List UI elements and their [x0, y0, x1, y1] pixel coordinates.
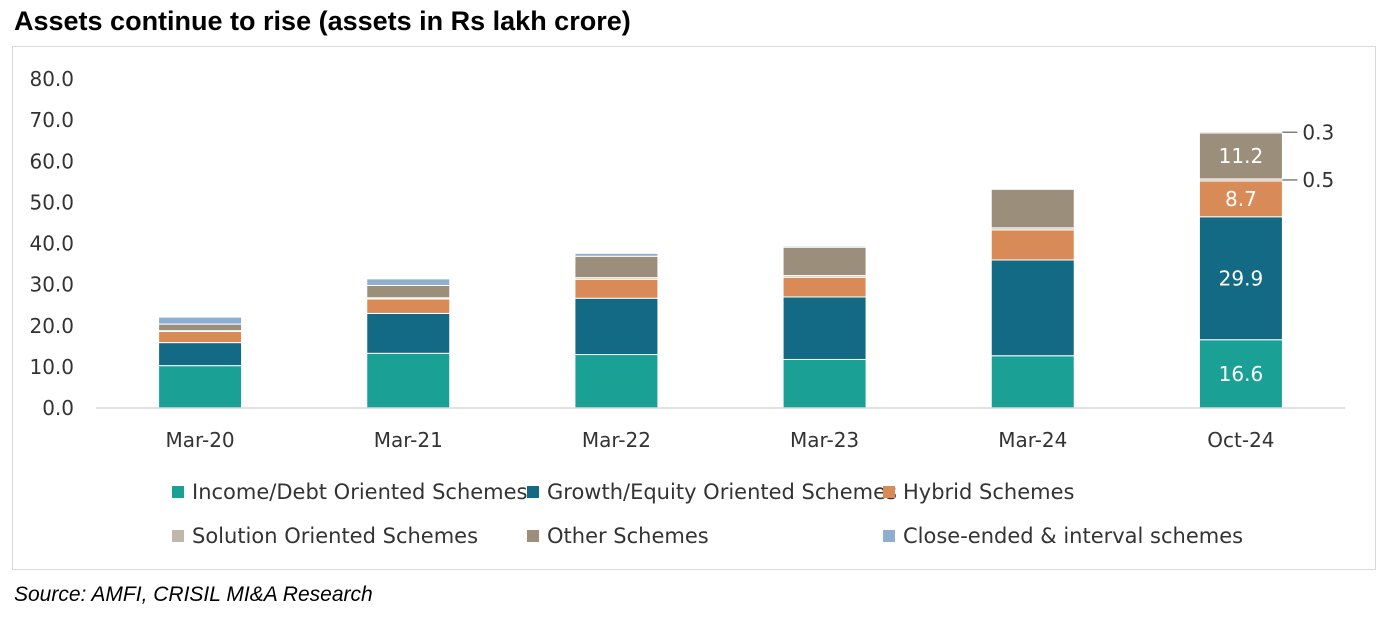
- bar-segment: [574, 354, 659, 409]
- bar-segment: [366, 278, 451, 286]
- legend-item: Income/Debt Oriented Schemes: [172, 480, 528, 504]
- data-label: 29.9: [1219, 266, 1264, 290]
- legend-swatch: [883, 530, 895, 542]
- legend-swatch: [527, 530, 539, 542]
- x-tick-label: Mar-21: [374, 428, 443, 452]
- bar-segment: [782, 276, 867, 298]
- chart-title: Assets continue to rise (assets in Rs la…: [14, 6, 631, 36]
- bar-segment: [1198, 180, 1283, 218]
- chart-frame: [12, 46, 1376, 570]
- legend-item: Close-ended & interval schemes: [883, 524, 1243, 548]
- y-tick-label: 0.0: [42, 396, 74, 420]
- bar-segment: [990, 259, 1075, 357]
- bar-segment: [1198, 132, 1283, 180]
- bar-segment: [1198, 131, 1283, 134]
- y-tick-label: 10.0: [29, 355, 74, 379]
- bar-segment: [366, 284, 451, 299]
- bar-segment: [574, 252, 659, 257]
- data-label: 11.2: [1219, 144, 1264, 168]
- legend-item: Growth/Equity Oriented Schemes: [527, 480, 897, 504]
- bar-segment: [158, 331, 243, 344]
- bar-segment: [366, 312, 451, 354]
- bar-segment: [366, 352, 451, 409]
- x-tick-label: Oct-24: [1207, 428, 1274, 452]
- legend-swatch: [172, 530, 184, 542]
- bar-segment: [158, 342, 243, 367]
- legend-item: Other Schemes: [527, 524, 709, 548]
- legend-item: Hybrid Schemes: [883, 480, 1074, 504]
- legend-label: Hybrid Schemes: [903, 480, 1075, 504]
- y-tick-label: 30.0: [29, 273, 74, 297]
- legend-swatch: [172, 486, 184, 498]
- legend-item: Solution Oriented Schemes: [172, 524, 478, 548]
- bar-segment: [782, 246, 867, 277]
- bar-segment: [574, 278, 659, 299]
- bar-segment: [990, 188, 1075, 229]
- callout-label: 0.3: [1302, 120, 1334, 144]
- bar-segment: [158, 323, 243, 332]
- y-tick-label: 50.0: [29, 190, 74, 214]
- legend-label: Other Schemes: [547, 524, 709, 548]
- bar-segment: [1198, 216, 1283, 341]
- source-note: Source: AMFI, CRISIL MI&A Research: [14, 583, 373, 606]
- y-tick-label: 60.0: [29, 149, 74, 173]
- x-tick-label: Mar-23: [790, 428, 859, 452]
- legend-swatch: [883, 486, 895, 498]
- bar-segment: [366, 298, 451, 314]
- bar-segment: [990, 229, 1075, 261]
- data-label: 8.7: [1225, 187, 1257, 211]
- legend-label: Growth/Equity Oriented Schemes: [547, 480, 897, 504]
- legend-label: Close-ended & interval schemes: [903, 524, 1244, 548]
- bar-segment: [990, 355, 1075, 409]
- bar-segment: [574, 297, 659, 356]
- legend-label: Income/Debt Oriented Schemes: [192, 480, 528, 504]
- bar-segment: [158, 365, 243, 409]
- bar-segment: [990, 187, 1075, 190]
- bar-segment: [158, 316, 243, 325]
- y-tick-label: 20.0: [29, 314, 74, 338]
- bar-segment: [782, 296, 867, 360]
- bar-segment: [782, 245, 867, 248]
- x-tick-label: Mar-20: [166, 428, 235, 452]
- callout-label: 0.5: [1302, 168, 1334, 192]
- bar-segment: [782, 358, 867, 409]
- legend-swatch: [527, 486, 539, 498]
- y-tick-label: 40.0: [29, 232, 74, 256]
- bar-segment: [574, 255, 659, 279]
- x-tick-label: Mar-24: [998, 428, 1067, 452]
- x-tick-label: Mar-22: [582, 428, 651, 452]
- y-tick-label: 70.0: [29, 108, 74, 132]
- legend-label: Solution Oriented Schemes: [192, 524, 479, 548]
- data-label: 16.6: [1219, 362, 1264, 386]
- y-tick-label: 80.0: [29, 67, 74, 91]
